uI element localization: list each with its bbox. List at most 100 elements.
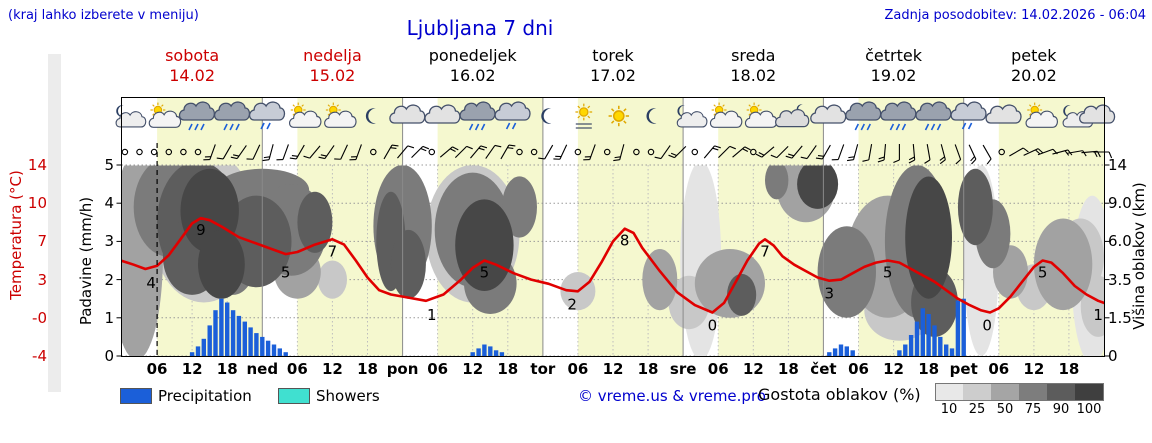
wind-barb-icon bbox=[613, 144, 625, 162]
x-label-hour: 18 bbox=[357, 360, 378, 378]
weather-icon-moon bbox=[541, 108, 552, 124]
temperature-curve bbox=[121, 216, 1105, 314]
calm-wind-icon bbox=[194, 148, 202, 156]
day-date: 16.02 bbox=[449, 66, 496, 85]
precip-bar bbox=[488, 346, 493, 356]
precip-bar bbox=[949, 348, 955, 356]
cloud-blob bbox=[905, 176, 952, 299]
cloud-scale-value: 75 bbox=[1024, 402, 1042, 417]
precip-tick-5: 5 bbox=[104, 156, 114, 174]
cloud-icon bbox=[709, 110, 743, 128]
day-date: 17.02 bbox=[590, 66, 636, 85]
x-label-hour: 06 bbox=[427, 360, 449, 378]
cloud-blob bbox=[765, 165, 789, 200]
weather-icon-drizzle bbox=[494, 101, 531, 130]
weather-icon-cloud bbox=[1079, 104, 1116, 124]
precip-bar bbox=[189, 352, 195, 356]
precip-tick-2: 2 bbox=[104, 270, 114, 289]
wind-barb-icon bbox=[538, 144, 554, 160]
showers-legend-label: Showers bbox=[316, 387, 380, 405]
weather-icon-moon-cloud bbox=[115, 105, 147, 128]
cloud-icon bbox=[148, 110, 182, 128]
cloud-scale-cell-25 bbox=[963, 383, 991, 401]
x-label-day: sre bbox=[669, 360, 697, 378]
wind-barb-icon bbox=[349, 144, 362, 161]
weather-icon-rain bbox=[845, 101, 882, 131]
cloud-blob bbox=[502, 176, 537, 238]
wind-barb-icon bbox=[203, 144, 216, 161]
weather-icon-rain bbox=[915, 101, 952, 131]
precipitation-legend-swatch bbox=[120, 388, 152, 404]
weather-icon-sun-cloud bbox=[324, 102, 357, 128]
day-name: sreda bbox=[731, 46, 776, 65]
cloud-blob bbox=[455, 199, 514, 291]
cloud-tick-9.0: 9.0 bbox=[1108, 194, 1132, 213]
rain-drops-icon bbox=[188, 123, 205, 131]
temp-value: 1 bbox=[1093, 306, 1103, 324]
moon-icon bbox=[116, 105, 124, 117]
day-date: 19.02 bbox=[870, 66, 917, 85]
wind-barb-icon bbox=[1023, 148, 1044, 156]
credit-link[interactable]: © vreme.us & vreme.pro bbox=[578, 387, 766, 405]
wind-barb-icon bbox=[246, 144, 261, 160]
wind-barb-icon bbox=[954, 144, 962, 165]
weather-icon-sun-cloud bbox=[709, 102, 743, 128]
day-date: 14.02 bbox=[169, 66, 216, 85]
weather-icon-cloud bbox=[389, 104, 426, 124]
precip-bar bbox=[482, 344, 487, 356]
cloud-icon bbox=[880, 101, 917, 121]
temp-tick--4: -4 bbox=[32, 347, 47, 365]
cloud-scale-value: 50 bbox=[996, 402, 1014, 417]
precip-bar bbox=[230, 310, 236, 356]
rain-drops-icon bbox=[468, 123, 486, 131]
temp-value: 2 bbox=[567, 295, 577, 313]
weather-icon-sun bbox=[608, 105, 630, 127]
x-label-hour: 06 bbox=[286, 360, 308, 378]
precip-bar bbox=[254, 333, 259, 356]
day-date: 15.02 bbox=[309, 66, 356, 85]
precip-bar bbox=[926, 314, 931, 356]
cloud-tick-14: 14 bbox=[1108, 156, 1128, 174]
cloud-blob bbox=[957, 168, 993, 246]
x-label-hour: 06 bbox=[707, 360, 729, 378]
calm-wind-icon bbox=[633, 148, 640, 156]
wind-barb-icon bbox=[718, 145, 736, 159]
temp-tick-14: 14 bbox=[27, 156, 47, 174]
precip-bar bbox=[903, 344, 908, 356]
precip-bar bbox=[493, 350, 499, 356]
cloud-blob bbox=[390, 229, 426, 299]
day-name: ponedeljek bbox=[428, 46, 517, 65]
wind-barb-icon bbox=[815, 144, 831, 160]
precip-bar bbox=[219, 298, 224, 356]
axis-tick-marks bbox=[116, 164, 1110, 357]
calm-wind-icon bbox=[180, 148, 187, 156]
precip-bar bbox=[265, 340, 271, 356]
precip-bar bbox=[260, 336, 265, 356]
wind-barb-icon bbox=[703, 145, 721, 159]
weather-icon-rain bbox=[880, 101, 917, 131]
wind-symbols-row bbox=[121, 143, 1113, 165]
temp-value: 0 bbox=[982, 317, 992, 335]
cloud-tick-3.5: 3.5 bbox=[1108, 270, 1132, 289]
moon-icon bbox=[1063, 105, 1071, 117]
x-label-day: pet bbox=[949, 360, 978, 378]
calm-wind-icon bbox=[574, 148, 582, 156]
wind-barb-icon bbox=[1066, 150, 1087, 157]
rain-drops-icon bbox=[854, 123, 872, 131]
precip-bar bbox=[944, 344, 949, 356]
cloud-icon bbox=[178, 101, 216, 121]
day-name: četrtek bbox=[865, 46, 922, 65]
temp-value: 5 bbox=[281, 264, 291, 282]
precip-bar bbox=[955, 300, 961, 356]
wind-barb-icon bbox=[289, 144, 305, 160]
weather-icon-cloud-moon bbox=[775, 104, 810, 128]
wind-barb-icon bbox=[862, 144, 873, 162]
wind-barb-icon bbox=[262, 144, 274, 162]
showers-legend-swatch bbox=[278, 388, 310, 404]
cloud-icon bbox=[845, 101, 882, 121]
cloud-scale-cell-50 bbox=[991, 383, 1019, 401]
cloud-icon bbox=[985, 104, 1022, 124]
rain-drops-icon bbox=[889, 123, 907, 131]
day-header-sreda: sreda 18.02 bbox=[687, 46, 819, 86]
